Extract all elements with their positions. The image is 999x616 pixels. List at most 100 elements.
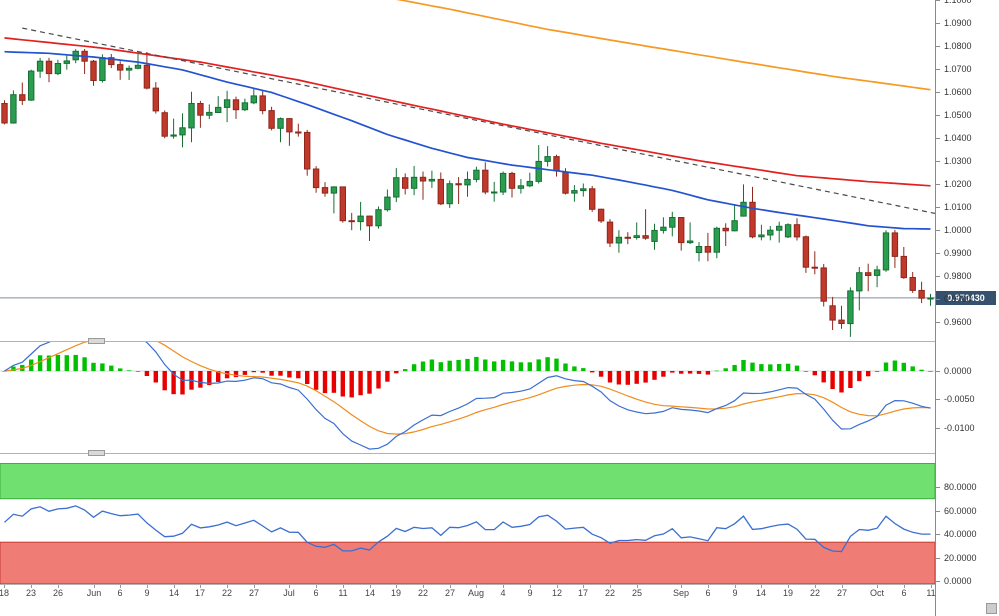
price-chart-canvas — [0, 0, 935, 337]
oversold-band — [0, 541, 935, 584]
time-axis[interactable]: 18 23 26 Jun 6 9 14 17 22 27 Jul 6 11 14 19 22 27 Aug 4 9 12… — [0, 585, 936, 601]
time-axis-tick — [174, 585, 175, 588]
time-axis-tick — [31, 585, 32, 588]
axis-value-label: -0.0050 — [944, 394, 975, 404]
time-axis-label: 6 — [313, 588, 319, 598]
oscillator-canvas — [0, 463, 935, 584]
axis-value-label: 0.0000 — [944, 576, 972, 586]
time-axis-label: 22 — [604, 588, 616, 598]
axis-tick — [936, 184, 940, 185]
macd-histogram — [2, 354, 933, 398]
axis-value-label: 20.0000 — [944, 553, 977, 563]
axis-tick — [936, 69, 940, 70]
time-axis-tick — [708, 585, 709, 588]
time-axis-tick — [735, 585, 736, 588]
axis-value-label: 1.1000 — [944, 0, 972, 5]
axis-value-label: 0.0000 — [944, 366, 972, 376]
time-axis-label: 11 — [926, 588, 936, 598]
time-axis-label: Sep — [672, 588, 690, 598]
time-axis-label: 11 — [338, 588, 348, 598]
oscillator-line — [4, 505, 931, 553]
time-axis-tick — [370, 585, 371, 588]
axis-value-label: 1.0300 — [944, 156, 972, 166]
axis-value-label: 1.0600 — [944, 87, 972, 97]
time-axis-tick — [476, 585, 477, 588]
time-axis-label: 27 — [444, 588, 456, 598]
axis-tick — [936, 581, 940, 582]
time-axis-tick — [637, 585, 638, 588]
time-axis-label: 9 — [144, 588, 150, 598]
time-axis-tick — [788, 585, 789, 588]
price-axis[interactable]: 0.970430 1.1000 1.0900 1.0800 1.0700 1.0600 1… — [935, 0, 999, 616]
axis-tick — [936, 371, 940, 372]
axis-tick — [936, 322, 940, 323]
scroll-corner[interactable] — [986, 603, 997, 614]
time-axis-tick — [94, 585, 95, 588]
price-chart-panel[interactable] — [0, 0, 935, 341]
time-axis-tick — [120, 585, 121, 588]
axis-tick — [936, 299, 940, 300]
axis-tick — [936, 487, 940, 488]
time-axis-tick — [423, 585, 424, 588]
axis-value-label: 0.9600 — [944, 317, 972, 327]
time-axis-tick — [877, 585, 878, 588]
time-axis-tick — [842, 585, 843, 588]
time-axis-tick — [815, 585, 816, 588]
time-axis-tick — [904, 585, 905, 588]
time-axis-tick — [343, 585, 344, 588]
panel-separator — [0, 584, 999, 585]
time-axis-tick — [147, 585, 148, 588]
axis-tick — [936, 0, 940, 1]
macd-canvas — [0, 342, 935, 450]
axis-tick — [936, 230, 940, 231]
macd-main-line — [4, 342, 931, 450]
axis-tick — [936, 92, 940, 93]
time-axis-tick — [681, 585, 682, 588]
time-axis-label: 27 — [248, 588, 260, 598]
panel-splitter-grip[interactable] — [88, 338, 105, 344]
current-price-badge: 0.970430 — [936, 291, 996, 305]
axis-tick — [936, 138, 940, 139]
oscillator-indicator-panel[interactable] — [0, 454, 935, 584]
axis-value-label: 1.0200 — [944, 179, 972, 189]
time-axis-label: Aug — [467, 588, 485, 598]
panel-splitter-grip[interactable] — [88, 450, 105, 456]
axis-value-label: 0.9800 — [944, 271, 972, 281]
axis-value-label: 1.0400 — [944, 133, 972, 143]
time-axis-tick — [227, 585, 228, 588]
current-price-value: 0.970430 — [947, 293, 985, 303]
time-axis-tick — [58, 585, 59, 588]
time-axis-label: Oct — [869, 588, 885, 598]
time-axis-label: Jul — [283, 588, 295, 598]
macd-indicator-panel[interactable] — [0, 342, 935, 453]
axis-value-label: 1.0500 — [944, 110, 972, 120]
candlestick-series — [1, 49, 934, 337]
time-axis-label: Jun — [86, 588, 102, 598]
axis-tick — [936, 534, 940, 535]
time-axis-label: 23 — [25, 588, 37, 598]
axis-tick — [936, 399, 940, 400]
axis-value-label: 1.0700 — [944, 64, 972, 74]
time-axis-label: 6 — [117, 588, 123, 598]
time-axis-tick — [610, 585, 611, 588]
time-axis-label: 17 — [577, 588, 589, 598]
axis-tick — [936, 253, 940, 254]
axis-value-label: -0.0100 — [944, 423, 975, 433]
macd-signal-line — [4, 342, 931, 435]
panel-separator — [0, 453, 999, 454]
panel-separator — [0, 341, 999, 342]
time-axis-label: 22 — [417, 588, 429, 598]
time-axis-label: 18 — [0, 588, 10, 598]
time-axis-label: 22 — [221, 588, 233, 598]
axis-tick — [936, 207, 940, 208]
axis-value-label: 1.0000 — [944, 225, 972, 235]
axis-value-label: 60.0000 — [944, 506, 977, 516]
time-axis-tick — [4, 585, 5, 588]
time-axis-label: 19 — [390, 588, 402, 598]
time-axis-label: 9 — [732, 588, 738, 598]
ma-blue-line — [4, 50, 931, 230]
axis-tick — [936, 46, 940, 47]
time-axis-tick — [931, 585, 932, 588]
time-axis-label: 14 — [755, 588, 767, 598]
